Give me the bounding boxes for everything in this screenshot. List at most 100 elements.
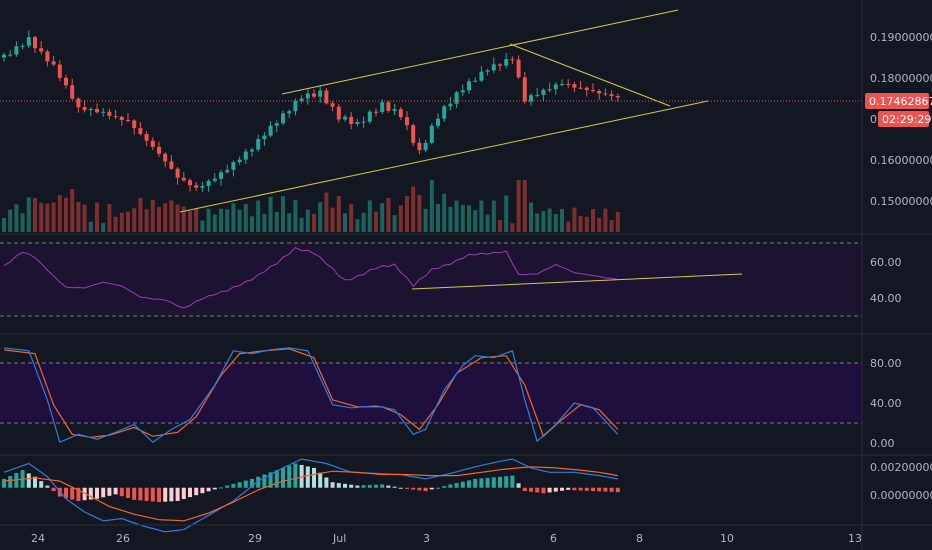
volume-bar xyxy=(88,221,93,232)
candle-body xyxy=(467,81,471,91)
wedge-upper-line[interactable] xyxy=(509,43,671,107)
candle-body xyxy=(113,115,118,117)
stoch-band-fill xyxy=(0,363,862,423)
macd-axis[interactable]: 0.00200000 0.00000000 xyxy=(870,461,932,502)
macd-histogram-bar xyxy=(132,487,137,500)
candle-body xyxy=(51,61,56,65)
macd-tick: 0.00000000 xyxy=(870,489,932,502)
macd-histogram-bar xyxy=(237,482,242,488)
volume-bar xyxy=(163,203,168,232)
macd-histogram-bar xyxy=(491,477,496,488)
time-tick: Jul xyxy=(332,532,346,545)
candle-body xyxy=(535,94,540,96)
volume-bar xyxy=(318,202,323,232)
candle-body xyxy=(88,108,93,111)
volume-bar xyxy=(566,221,571,232)
candle-body xyxy=(101,111,106,113)
rsi-pane[interactable] xyxy=(0,242,862,317)
volume-bar xyxy=(324,192,329,232)
macd-histogram-bar xyxy=(88,487,93,500)
candle-body xyxy=(219,172,223,179)
candle-body xyxy=(324,90,329,104)
candle-body xyxy=(243,151,248,160)
macd-histogram-bar xyxy=(95,487,99,499)
volume-bar xyxy=(219,208,223,232)
volume-bar xyxy=(157,207,161,232)
macd-histogram-bar xyxy=(138,487,143,501)
volume-bar xyxy=(429,180,434,232)
time-tick: 29 xyxy=(248,532,262,545)
volume-bar xyxy=(188,210,192,232)
candle-body xyxy=(132,120,137,129)
candle-body xyxy=(318,90,323,97)
macd-histogram-bar xyxy=(591,487,595,492)
macd-histogram-bar xyxy=(374,484,378,488)
candle-body xyxy=(82,107,87,111)
volume-bar xyxy=(14,204,19,232)
macd-histogram-bar xyxy=(609,487,614,492)
price-axis[interactable]: 0.19000000 0.18000000 0.16000000 0.15000… xyxy=(865,31,932,208)
candle-body xyxy=(386,102,391,111)
rsi-trendline[interactable] xyxy=(411,273,743,290)
macd-histogram-bar xyxy=(175,487,180,501)
candle-body xyxy=(274,123,279,126)
channel-lower-line[interactable] xyxy=(179,100,709,213)
candle-body xyxy=(349,116,354,125)
volume-bar xyxy=(560,208,564,232)
volume-bar xyxy=(51,202,56,232)
macd-histogram-bar xyxy=(386,485,391,488)
candle-body xyxy=(541,89,546,95)
macd-histogram-bar xyxy=(417,487,422,491)
rsi-band-fill xyxy=(0,243,862,316)
price-tick-hidden: 0. xyxy=(870,113,881,126)
candle-body xyxy=(64,77,68,86)
candle-body xyxy=(70,85,75,99)
price-pane[interactable] xyxy=(0,9,862,232)
candle-body xyxy=(237,159,242,163)
macd-histogram-bar xyxy=(268,472,273,488)
macd-histogram-bar xyxy=(250,478,254,488)
candle-body xyxy=(436,118,440,126)
candle-body xyxy=(597,90,602,94)
volume-bar xyxy=(126,211,130,232)
macd-histogram-bar xyxy=(188,487,192,498)
volume-bar xyxy=(473,210,478,232)
candle-body xyxy=(591,90,595,92)
candle-body xyxy=(479,71,484,81)
rsi-axis[interactable]: 60.00 40.00 xyxy=(870,256,902,305)
macd-tick: 0.00200000 xyxy=(870,461,932,474)
volume-bar xyxy=(603,208,608,232)
macd-pane[interactable] xyxy=(2,458,620,533)
macd-histogram-bar xyxy=(423,487,428,492)
candles xyxy=(2,30,620,192)
candle-body xyxy=(200,186,205,188)
volume-bar xyxy=(609,220,614,232)
candle-body xyxy=(126,119,130,121)
channel-upper-line[interactable] xyxy=(281,9,679,95)
macd-histogram-bar xyxy=(163,487,168,502)
volume-bar xyxy=(2,217,6,232)
macd-histogram-bar xyxy=(516,483,521,488)
time-axis[interactable]: 24 26 29 Jul 3 6 8 10 13 xyxy=(31,532,862,545)
macd-histogram-bar xyxy=(330,482,335,488)
macd-line xyxy=(3,458,618,533)
macd-histogram-bar xyxy=(206,487,211,492)
volume-bar xyxy=(305,209,310,232)
volume-bar xyxy=(212,214,217,232)
stoch-axis[interactable]: 80.00 40.00 0.00 xyxy=(870,357,902,450)
volume-bar xyxy=(8,209,13,232)
volume-bar xyxy=(454,200,459,232)
last-price-value: 0.17462867 xyxy=(869,95,932,108)
macd-histogram-bar xyxy=(560,487,564,491)
volume-bar xyxy=(26,197,31,232)
macd-histogram-bar xyxy=(169,487,174,502)
candle-body xyxy=(485,70,490,72)
stoch-tick: 40.00 xyxy=(870,397,902,410)
candle-body xyxy=(442,106,447,119)
candle-body xyxy=(361,121,366,123)
stoch-rsi-pane[interactable] xyxy=(0,347,862,444)
macd-histogram-bar xyxy=(553,487,558,492)
volume-bar xyxy=(343,213,347,232)
candle-body xyxy=(603,93,608,95)
